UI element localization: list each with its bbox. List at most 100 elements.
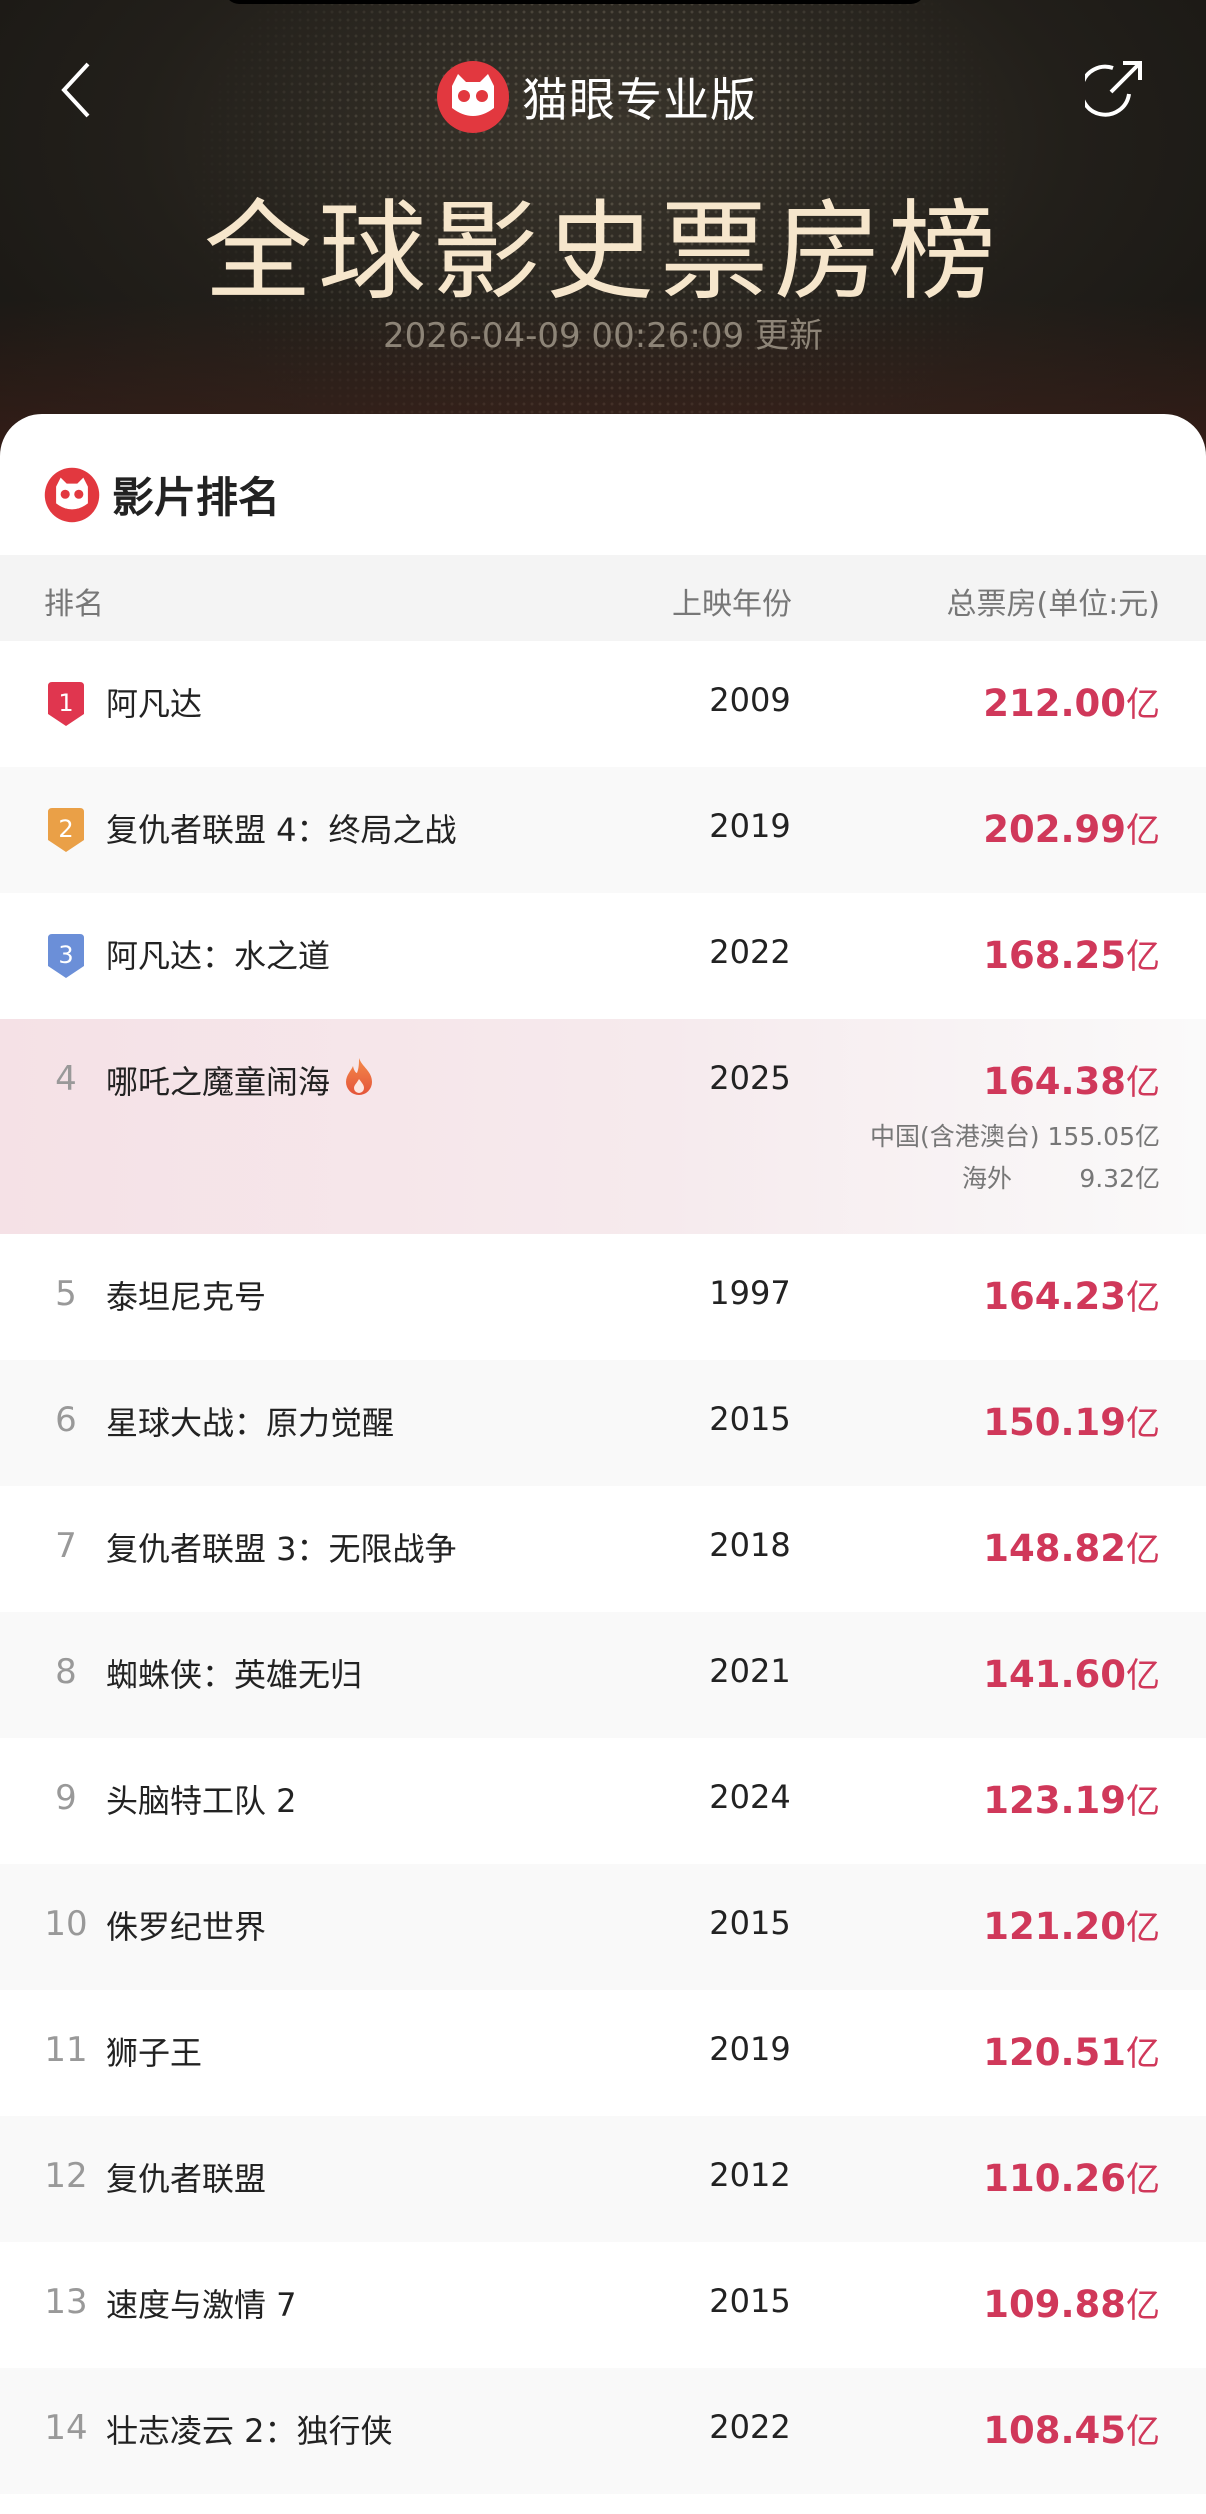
table-row[interactable]: 4 哪吒之魔童闹海 2025 164.38亿 中国(含港澳台) 155.05亿 海外 9.32… xyxy=(0,1019,1206,1234)
movie-title: 狮子王 xyxy=(106,2034,203,2072)
maoyan-cat-icon xyxy=(44,467,100,522)
back-icon[interactable] xyxy=(58,60,98,120)
total-box-office: 202.99亿 xyxy=(983,803,1160,852)
rank-10: 10 xyxy=(44,1904,88,1944)
header-banner: 猫眼专业版 全球影史票房榜 2026-04-09 00:26:09 更新 xyxy=(0,0,1206,460)
box-office-unit: 亿 xyxy=(1126,1656,1160,1696)
rank-6: 6 xyxy=(55,1400,77,1440)
column-rank: 排名 xyxy=(44,587,104,622)
device-notch xyxy=(225,0,925,4)
release-year: 2021 xyxy=(709,1652,791,1690)
total-box-office: 150.19亿 xyxy=(983,1396,1160,1445)
table-row[interactable]: 8 蜘蛛侠：英雄无归 2021 141.60亿 xyxy=(0,1612,1206,1738)
release-year: 2022 xyxy=(709,933,791,971)
box-office-value: 141.60 xyxy=(983,1653,1126,1696)
box-office-unit: 亿 xyxy=(1126,1278,1160,1318)
rank-3: 3 xyxy=(44,933,88,979)
movie-name: 泰坦尼克号 xyxy=(106,1272,266,1318)
breakdown-label: 中国(含港澳台) xyxy=(870,1122,1040,1151)
movie-name: 狮子王 xyxy=(106,2028,202,2074)
movie-title: 泰坦尼克号 xyxy=(106,1278,267,1316)
breakdown-label: 海外 xyxy=(961,1164,1012,1193)
box-office-value: 202.99 xyxy=(983,808,1126,851)
section-header: 影片排名 xyxy=(44,464,280,525)
share-icon[interactable] xyxy=(1085,58,1145,122)
movie-title: 星球大战：原力觉醒 xyxy=(106,1404,395,1442)
movie-title: 复仇者联盟 4：终局之战 xyxy=(106,811,457,849)
brand-name: 猫眼专业版 xyxy=(522,73,757,127)
movie-title: 复仇者联盟 3：无限战争 xyxy=(106,1530,457,1568)
table-row[interactable]: 10 侏罗纪世界 2015 121.20亿 xyxy=(0,1864,1206,1990)
box-office-value: 123.19 xyxy=(983,1779,1126,1822)
brand-logo: 猫眼专业版 xyxy=(436,60,757,134)
rank-badge-icon: 3 xyxy=(48,934,84,978)
total-box-office: 168.25亿 xyxy=(983,929,1160,978)
column-year: 上映年份 xyxy=(672,587,792,622)
movie-name: 星球大战：原力觉醒 xyxy=(106,1398,394,1444)
table-row[interactable]: 2 复仇者联盟 4：终局之战 2019 202.99亿 xyxy=(0,767,1206,893)
total-box-office: 121.20亿 xyxy=(983,1900,1160,1949)
breakdown-value: 155.05亿 xyxy=(1047,1122,1160,1151)
movie-name: 壮志凌云 2：独行侠 xyxy=(106,2406,393,2452)
release-year: 2019 xyxy=(709,2030,791,2068)
ranking-card: 影片排名 排名 上映年份 总票房(单位:元) 1 阿凡达 2009 212.00亿 2 复… xyxy=(0,414,1206,2514)
box-office-value: 148.82 xyxy=(983,1527,1126,1570)
table-row[interactable]: 11 狮子王 2019 120.51亿 xyxy=(0,1990,1206,2116)
rank-5: 5 xyxy=(55,1274,77,1314)
box-office-unit: 亿 xyxy=(1126,1530,1160,1570)
release-year: 2019 xyxy=(709,807,791,845)
movie-name: 速度与激情 7 xyxy=(106,2280,297,2326)
table-row[interactable]: 13 速度与激情 7 2015 109.88亿 xyxy=(0,2242,1206,2368)
movie-title: 壮志凌云 2：独行侠 xyxy=(106,2412,393,2450)
box-office-unit: 亿 xyxy=(1126,1782,1160,1822)
rank-11: 11 xyxy=(44,2030,88,2070)
box-office-value: 120.51 xyxy=(983,2031,1126,2074)
table-row[interactable]: 14 壮志凌云 2：独行侠 2022 108.45亿 xyxy=(0,2368,1206,2494)
total-box-office: 212.00亿 xyxy=(983,677,1160,726)
total-box-office: 120.51亿 xyxy=(983,2026,1160,2075)
movie-title: 阿凡达：水之道 xyxy=(106,937,331,975)
table-header: 排名 上映年份 总票房(单位:元) xyxy=(0,555,1206,641)
rank-8: 8 xyxy=(55,1652,77,1692)
box-office-unit: 亿 xyxy=(1126,2160,1160,2200)
table-row[interactable]: 3 阿凡达：水之道 2022 168.25亿 xyxy=(0,893,1206,1019)
box-office-breakdown: 中国(含港澳台) 155.05亿 xyxy=(870,1117,1160,1153)
movie-title: 阿凡达 xyxy=(106,685,203,723)
rank-1: 1 xyxy=(44,681,88,727)
total-box-office: 148.82亿 xyxy=(983,1522,1160,1571)
box-office-value: 150.19 xyxy=(983,1401,1126,1444)
table-row[interactable]: 6 星球大战：原力觉醒 2015 150.19亿 xyxy=(0,1360,1206,1486)
rank-7: 7 xyxy=(55,1526,77,1566)
update-timestamp: 2026-04-09 00:26:09 更新 xyxy=(383,316,823,356)
table-row[interactable]: 5 泰坦尼克号 1997 164.23亿 xyxy=(0,1234,1206,1360)
total-box-office: 110.26亿 xyxy=(983,2152,1160,2201)
box-office-value: 212.00 xyxy=(983,682,1126,725)
movie-name: 复仇者联盟 4：终局之战 xyxy=(106,805,457,851)
table-row[interactable]: 12 复仇者联盟 2012 110.26亿 xyxy=(0,2116,1206,2242)
movie-title: 速度与激情 7 xyxy=(106,2286,297,2324)
release-year: 2018 xyxy=(709,1526,791,1564)
release-year: 2015 xyxy=(709,1400,791,1438)
movie-name: 侏罗纪世界 xyxy=(106,1902,266,1948)
box-office-unit: 亿 xyxy=(1126,811,1160,851)
box-office-unit: 亿 xyxy=(1126,1404,1160,1444)
total-box-office: 109.88亿 xyxy=(983,2278,1160,2327)
movie-name: 复仇者联盟 xyxy=(106,2154,266,2200)
table-row[interactable]: 7 复仇者联盟 3：无限战争 2018 148.82亿 xyxy=(0,1486,1206,1612)
box-office-unit: 亿 xyxy=(1126,937,1160,977)
rank-13: 13 xyxy=(44,2282,88,2322)
box-office-value: 168.25 xyxy=(983,934,1126,977)
total-box-office: 108.45亿 xyxy=(983,2404,1160,2453)
movie-name: 阿凡达：水之道 xyxy=(106,931,330,977)
release-year: 2015 xyxy=(709,1904,791,1942)
maoyan-cat-icon xyxy=(437,61,509,133)
total-box-office: 164.38亿 xyxy=(983,1055,1160,1104)
table-row[interactable]: 9 头脑特工队 2 2024 123.19亿 xyxy=(0,1738,1206,1864)
svg-text:2: 2 xyxy=(58,815,73,843)
rank-badge-icon: 2 xyxy=(48,808,84,852)
fire-icon xyxy=(344,1057,374,1103)
box-office-unit: 亿 xyxy=(1126,1908,1160,1948)
movie-title: 头脑特工队 2 xyxy=(106,1782,297,1820)
table-row[interactable]: 1 阿凡达 2009 212.00亿 xyxy=(0,641,1206,767)
breakdown-value: 9.32亿 xyxy=(1079,1164,1160,1193)
